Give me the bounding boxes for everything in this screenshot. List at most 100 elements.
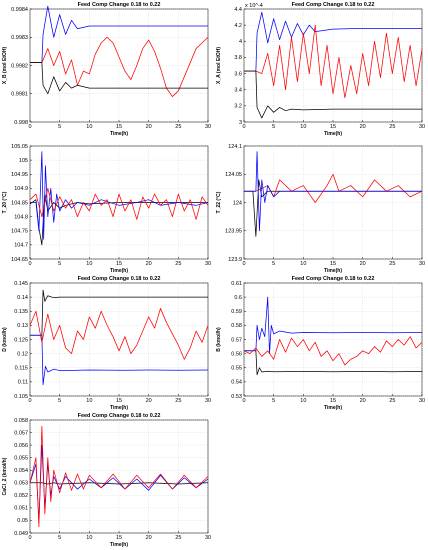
y-tick-label: 0.58 xyxy=(231,323,242,329)
series-line-2 xyxy=(244,151,422,232)
chart-title: Feed Comp Change 0.18 to 0.22 xyxy=(292,276,375,282)
y-tick-label: 104.7 xyxy=(14,243,28,249)
x-tick-label: 30 xyxy=(419,398,425,404)
y-tick-label: 0.998 xyxy=(14,120,28,126)
y-tick-label: 0.115 xyxy=(15,366,28,372)
x-tick-label: 15 xyxy=(116,261,122,267)
x-tick-label: 20 xyxy=(360,261,366,267)
x-tick-label: 30 xyxy=(205,535,211,541)
y-tick-label: 105.05 xyxy=(11,144,28,150)
y-tick-label: 0.105 xyxy=(14,394,28,400)
y-tick-label: 3.6 xyxy=(234,71,242,77)
chart-title: Feed Comp Change 0.18 to 0.22 xyxy=(78,276,161,282)
y-axis-label: B (kmol/h) xyxy=(216,327,222,352)
series-line-2 xyxy=(244,70,422,119)
x-tick-label: 10 xyxy=(86,124,92,130)
series-line-1 xyxy=(30,334,209,386)
y-tick-label: 0.6 xyxy=(234,295,242,301)
x-tick-label: 10 xyxy=(300,261,306,267)
y-tick-label: 0.049 xyxy=(14,531,28,537)
y-tick-label: 124.05 xyxy=(225,172,242,178)
x-axis-label: Time(h) xyxy=(324,131,342,137)
x-tick-label: 5 xyxy=(272,124,275,130)
chart-svg: 0 5 10 15 20 25 30 3 3.2 3.4 3.6 3.8 4 4.2 4.4 Feed Com… xyxy=(216,2,425,137)
x-tick-label: 25 xyxy=(175,398,181,404)
x-axis-label: Time(h) xyxy=(110,131,128,137)
y-tick-label: 4.2 xyxy=(234,23,242,29)
x-tick-label: 30 xyxy=(419,261,425,267)
x-tick-label: 30 xyxy=(205,398,211,404)
x-tick-label: 10 xyxy=(86,398,92,404)
x-tick-label: 25 xyxy=(389,398,395,404)
x-tick-label: 25 xyxy=(175,535,181,541)
x-tick-label: 0 xyxy=(242,261,245,267)
x-tick-label: 20 xyxy=(146,261,152,267)
y-tick-label: 0.05 xyxy=(17,518,28,524)
chart-panel-xa: 0 5 10 15 20 25 30 3 3.2 3.4 3.6 3.8 4 4.2 4.4 Feed Com… xyxy=(214,0,428,137)
chart-panel-xb: 0 5 10 15 20 25 30 0.998 0.9981 0.9982 0.9983 0.998… xyxy=(0,0,214,137)
x-tick-label: 20 xyxy=(146,398,152,404)
y-tick-label: 104.85 xyxy=(11,200,28,206)
y-tick-label: 4.4 xyxy=(234,7,242,13)
y-axis-label: X_A (mol EtOH) xyxy=(216,47,222,84)
y-tick-label: 124.1 xyxy=(228,144,242,150)
x-tick-label: 15 xyxy=(116,535,122,541)
chart-panel-t22: 0 5 10 15 20 25 30 123.9 123.95 124 124.05 124.1 Tim… xyxy=(214,137,428,274)
x-tick-label: 15 xyxy=(330,261,336,267)
y-exponent-label: x 10^-4 xyxy=(245,3,263,9)
chart-svg: 0 5 10 15 20 25 30 0.049 0.05 0.051 0.052 0.053 0.05… xyxy=(2,413,211,548)
y-tick-label: 0.12 xyxy=(17,351,28,357)
series-line-0 xyxy=(244,350,423,376)
series-line-0 xyxy=(30,289,208,336)
chart-svg: 0 5 10 15 20 25 30 123.9 123.95 124 124.05 124.1 Tim… xyxy=(216,144,425,274)
y-tick-label: 124 xyxy=(233,200,242,206)
x-tick-label: 15 xyxy=(116,124,122,130)
x-axis-label: Time(h) xyxy=(110,268,128,274)
y-tick-label: 0.13 xyxy=(17,323,28,329)
y-tick-label: 0.056 xyxy=(14,443,28,449)
y-tick-label: 3.2 xyxy=(234,104,242,110)
y-tick-label: 104.65 xyxy=(11,257,28,263)
y-tick-label: 0.57 xyxy=(231,337,242,343)
x-tick-label: 30 xyxy=(205,261,211,267)
chart-panel-distillate: 0 5 10 15 20 25 30 0.105 0.11 0.115 0.12 0.125 0.13 0… xyxy=(0,274,214,411)
y-tick-label: 0.9984 xyxy=(11,7,28,13)
x-tick-label: 15 xyxy=(330,398,336,404)
x-axis-label: Time(h) xyxy=(110,542,128,548)
x-axis-label: Time(h) xyxy=(324,268,342,274)
x-axis-label: Time(h) xyxy=(110,405,128,411)
y-tick-label: 0.052 xyxy=(14,493,28,499)
x-tick-label: 0 xyxy=(28,124,31,130)
chart-svg: 0 5 10 15 20 25 30 0.105 0.11 0.115 0.12 0.125 0.13 0… xyxy=(2,276,211,411)
x-tick-label: 5 xyxy=(58,398,61,404)
series-line-1 xyxy=(244,296,423,354)
series-line-2 xyxy=(29,187,209,220)
chart-svg: 0 5 10 15 20 25 30 0.998 0.9981 0.9982 0.9983 0.998… xyxy=(2,2,211,137)
y-tick-label: 0.9982 xyxy=(11,63,28,69)
y-axis-label: X_B (mol EtOH) xyxy=(2,47,8,85)
x-tick-label: 30 xyxy=(205,124,211,130)
series-line-0 xyxy=(30,482,209,485)
y-tick-label: 0.125 xyxy=(14,337,28,343)
y-tick-label: 0.051 xyxy=(14,506,28,512)
x-axis-label: Time(h) xyxy=(324,405,342,411)
series-line-0 xyxy=(30,5,208,64)
x-tick-label: 5 xyxy=(58,261,61,267)
y-axis-label: T_22 (°C) xyxy=(216,191,222,213)
y-tick-label: 123.95 xyxy=(225,229,242,235)
y-axis-label: CaCl_2 (kmol/h) xyxy=(2,457,8,495)
y-tick-label: 0.145 xyxy=(14,281,28,287)
x-tick-label: 15 xyxy=(330,124,336,130)
y-tick-label: 3.8 xyxy=(234,55,242,61)
y-tick-label: 0.9983 xyxy=(11,35,28,41)
chart-panel-t20: 0 5 10 15 20 25 30 104.65 104.7 104.75 104.8 104.85… xyxy=(0,137,214,274)
x-tick-label: 5 xyxy=(272,398,275,404)
series-line-2 xyxy=(29,425,209,528)
x-tick-label: 20 xyxy=(146,124,152,130)
y-tick-label: 0.61 xyxy=(231,281,242,287)
y-tick-label: 0.59 xyxy=(231,309,242,315)
x-tick-label: 25 xyxy=(389,124,395,130)
y-tick-label: 0.14 xyxy=(17,295,28,301)
x-tick-label: 25 xyxy=(389,261,395,267)
x-tick-label: 20 xyxy=(360,124,366,130)
